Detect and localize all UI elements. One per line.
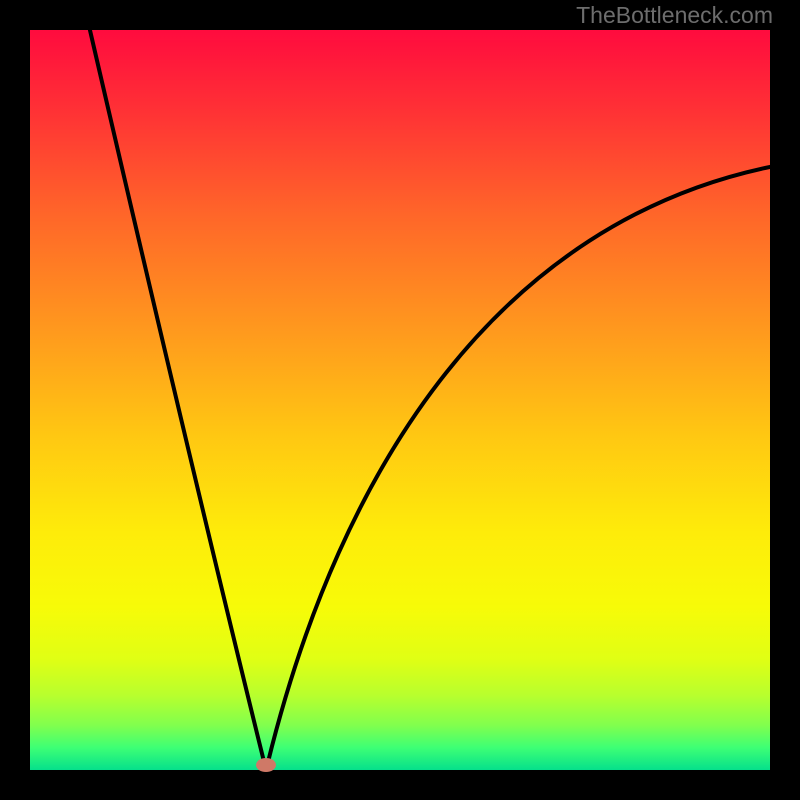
plot-area (30, 30, 770, 770)
optimum-point-marker (256, 758, 276, 772)
bottleneck-curve (30, 30, 770, 770)
watermark-text: TheBottleneck.com (576, 2, 773, 29)
bottleneck-curve-path (90, 30, 770, 770)
chart-frame: TheBottleneck.com (0, 0, 800, 800)
